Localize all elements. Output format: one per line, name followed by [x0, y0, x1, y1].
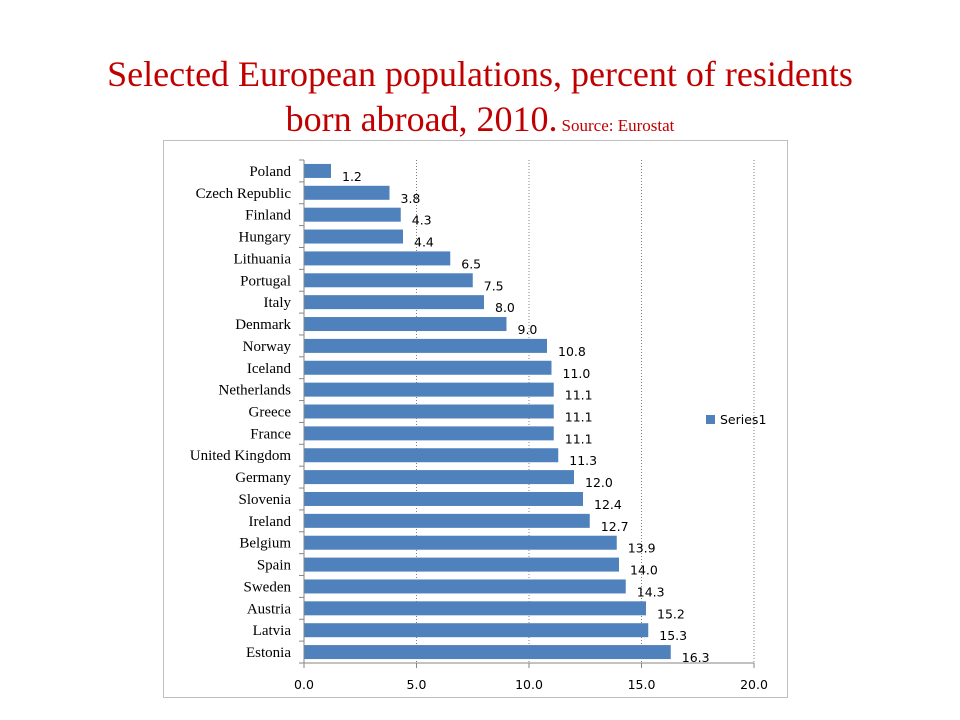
bar-8	[304, 338, 547, 353]
value-label-9: 11.0	[563, 366, 591, 381]
category-label-18: Spain	[257, 558, 292, 574]
category-label-7: Denmark	[235, 317, 291, 333]
value-label-15: 12.4	[594, 497, 622, 512]
value-label-10: 11.1	[565, 388, 593, 403]
category-label-8: Norway	[243, 339, 292, 355]
value-label-21: 15.3	[659, 628, 687, 643]
bar-1	[304, 185, 390, 200]
bar-5	[304, 273, 473, 288]
bar-18	[304, 557, 619, 572]
bar-11	[304, 404, 554, 419]
value-label-13: 11.3	[569, 453, 597, 468]
bar-14	[304, 470, 574, 485]
bar-21	[304, 623, 649, 638]
category-label-0: Poland	[249, 164, 291, 180]
value-label-17: 13.9	[628, 541, 656, 556]
bar-16	[304, 513, 590, 528]
value-label-3: 4.4	[414, 235, 434, 250]
x-tick-label-4: 20.0	[740, 677, 768, 692]
category-label-12: France	[250, 426, 291, 442]
value-label-5: 7.5	[484, 278, 504, 293]
bar-12	[304, 426, 554, 441]
bar-13	[304, 448, 559, 463]
category-label-14: Germany	[235, 470, 291, 486]
category-label-13: United Kingdom	[190, 448, 292, 464]
bar-22	[304, 645, 671, 660]
bar-7	[304, 317, 507, 332]
value-label-1: 3.8	[401, 191, 421, 206]
category-label-22: Estonia	[246, 645, 291, 661]
bar-10	[304, 382, 554, 397]
bar-17	[304, 535, 617, 550]
value-label-14: 12.0	[585, 475, 613, 490]
title-line-2: born abroad, 2010. Source: Eurostat	[0, 97, 960, 142]
bar-2	[304, 207, 401, 222]
bar-0	[304, 163, 331, 178]
value-label-8: 10.8	[558, 344, 586, 359]
legend-swatch	[706, 415, 715, 424]
chart-frame	[163, 140, 788, 698]
category-label-15: Slovenia	[239, 492, 292, 508]
value-label-19: 14.3	[637, 584, 665, 599]
chart-title: Selected European populations, percent o…	[0, 52, 960, 142]
category-label-9: Iceland	[247, 361, 292, 377]
category-label-17: Belgium	[239, 536, 291, 552]
title-line-2-text: born abroad, 2010.	[285, 99, 558, 139]
value-label-16: 12.7	[601, 519, 629, 534]
title-source: Source: Eurostat	[561, 116, 675, 135]
value-label-11: 11.1	[565, 410, 593, 425]
x-tick-label-1: 5.0	[407, 677, 427, 692]
category-label-20: Austria	[247, 601, 292, 617]
bar-9	[304, 360, 552, 375]
category-label-4: Lithuania	[234, 251, 292, 267]
value-label-4: 6.5	[461, 256, 481, 271]
value-label-22: 16.3	[682, 650, 710, 665]
x-tick-label-3: 15.0	[628, 677, 656, 692]
bar-19	[304, 579, 626, 594]
x-tick-label-2: 10.0	[515, 677, 543, 692]
value-label-2: 4.3	[412, 213, 432, 228]
bar-4	[304, 251, 451, 266]
bar-15	[304, 491, 583, 506]
category-label-6: Italy	[264, 295, 292, 311]
category-label-11: Greece	[249, 405, 292, 421]
category-label-21: Latvia	[253, 623, 292, 639]
category-label-5: Portugal	[240, 273, 291, 289]
value-label-7: 9.0	[518, 322, 538, 337]
value-label-0: 1.2	[342, 169, 362, 184]
x-tick-label-0: 0.0	[294, 677, 314, 692]
bar-20	[304, 601, 646, 616]
category-label-1: Czech Republic	[196, 186, 292, 202]
value-label-18: 14.0	[630, 563, 658, 578]
value-label-12: 11.1	[565, 431, 593, 446]
category-label-2: Finland	[245, 208, 291, 224]
bar-3	[304, 229, 403, 244]
category-label-16: Ireland	[249, 514, 292, 530]
category-label-3: Hungary	[239, 230, 292, 246]
category-label-19: Sweden	[244, 579, 292, 595]
value-label-6: 8.0	[495, 300, 515, 315]
value-label-20: 15.2	[657, 606, 685, 621]
bar-6	[304, 295, 484, 310]
legend-label: Series1	[720, 412, 766, 427]
category-label-10: Netherlands	[219, 383, 292, 399]
title-line-1: Selected European populations, percent o…	[107, 54, 853, 94]
